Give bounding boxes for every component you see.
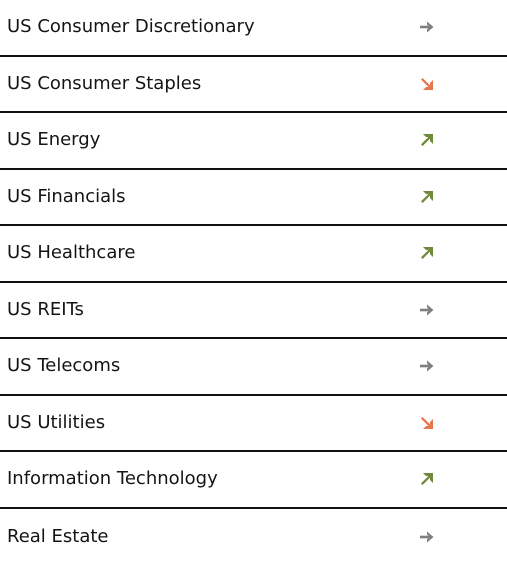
sector-row: US Financials [0, 170, 507, 227]
sector-row: Real Estate [0, 509, 507, 565]
arrow-up-right-icon [417, 469, 437, 489]
arrow-right-icon [417, 300, 437, 320]
sector-label: US Consumer Staples [7, 73, 201, 94]
sector-label: US Consumer Discretionary [7, 16, 255, 37]
arrow-right-icon [417, 356, 437, 376]
sector-label: US REITs [7, 299, 84, 320]
sector-label: US Utilities [7, 412, 105, 433]
sector-label: Real Estate [7, 526, 109, 547]
sector-row: US Consumer Staples [0, 57, 507, 114]
arrow-right-icon [417, 17, 437, 37]
arrow-up-right-icon [417, 243, 437, 263]
sector-label: Information Technology [7, 468, 218, 489]
sector-row: Information Technology [0, 452, 507, 509]
sector-label: US Healthcare [7, 242, 135, 263]
sector-label: US Telecoms [7, 355, 120, 376]
sector-label: US Energy [7, 129, 100, 150]
sector-row: US Utilities [0, 396, 507, 453]
arrow-down-right-icon [417, 413, 437, 433]
sector-row: US REITs [0, 283, 507, 340]
sector-label: US Financials [7, 186, 126, 207]
sector-row: US Energy [0, 113, 507, 170]
arrow-up-right-icon [417, 187, 437, 207]
sector-row: US Consumer Discretionary [0, 0, 507, 57]
sector-row: US Telecoms [0, 339, 507, 396]
arrow-up-right-icon [417, 130, 437, 150]
sector-row: US Healthcare [0, 226, 507, 283]
arrow-right-icon [417, 527, 437, 547]
arrow-down-right-icon [417, 74, 437, 94]
